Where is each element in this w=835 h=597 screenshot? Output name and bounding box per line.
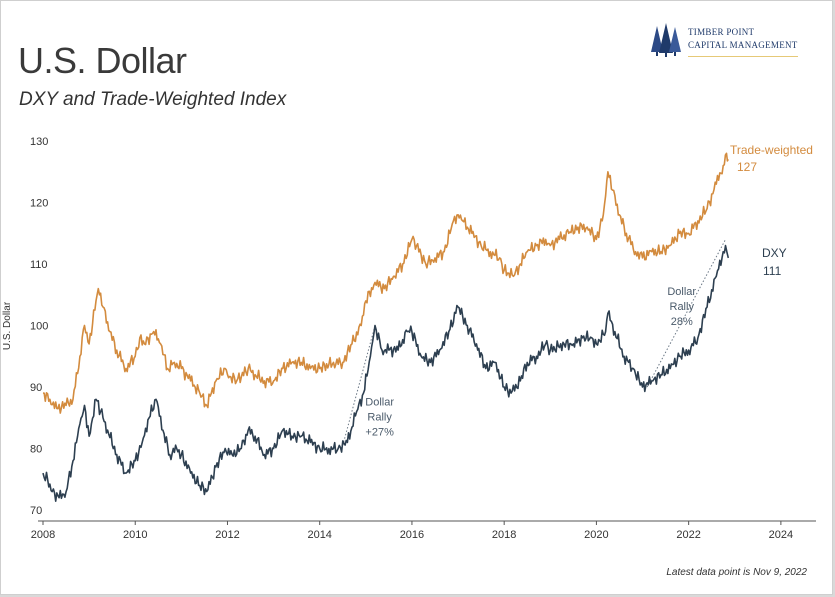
logo-line-1: Timber Point — [688, 27, 755, 37]
page-subtitle: DXY and Trade-Weighted Index — [19, 89, 287, 110]
trade-weighted-line — [42, 152, 729, 414]
y-tick-label: 80 — [30, 444, 42, 456]
rally-annotation-text: Dollar — [365, 396, 394, 408]
rally-trend-line — [646, 239, 726, 388]
x-tick-label: 2022 — [676, 529, 700, 541]
x-tick-label: 2012 — [215, 529, 239, 541]
page-title: U.S. Dollar — [18, 40, 187, 81]
x-tick-label: 2010 — [123, 529, 147, 541]
rally-annotation-text: Rally — [670, 301, 695, 313]
y-tick-label: 90 — [30, 382, 42, 394]
x-tick-label: 2018 — [492, 529, 516, 541]
x-tick-label: 2008 — [31, 529, 55, 541]
y-tick-label: 110 — [30, 259, 48, 271]
footnote: Latest data point is Nov 9, 2022 — [666, 567, 807, 578]
logo-rule — [688, 56, 798, 57]
y-tick-label: 100 — [30, 321, 48, 333]
x-tick-label: 2014 — [307, 529, 331, 541]
logo-line-2: Capital Management — [688, 40, 798, 50]
frame-shadow — [0, 595, 835, 597]
series-value-dxy: 111 — [763, 264, 782, 278]
rally-annotation-text: Rally — [367, 411, 392, 423]
rally-annotation-text: Dollar — [667, 286, 696, 298]
logo-text: Timber Point Capital Management — [688, 26, 798, 52]
x-tick-label: 2020 — [584, 529, 608, 541]
series-name-trade-weighted: Trade-weighted — [730, 143, 813, 157]
x-tick-label: 2024 — [769, 529, 793, 541]
rally-annotation-text: 28% — [671, 316, 693, 328]
dxy-line — [42, 244, 730, 502]
series-value-trade-weighted: 127 — [737, 160, 757, 174]
y-tick-label: 120 — [30, 198, 48, 210]
y-tick-label: 130 — [30, 136, 48, 148]
series-name-dxy: DXY — [762, 246, 787, 260]
pine-trees-icon — [651, 23, 681, 57]
rally-annotation-text: +27% — [365, 426, 394, 438]
frame-shadow — [833, 0, 835, 597]
company-logo: Timber Point Capital Management — [648, 22, 808, 62]
x-tick-label: 2016 — [400, 529, 424, 541]
y-axis-label: U.S. Dollar — [2, 301, 13, 350]
y-tick-label: 70 — [30, 505, 42, 517]
